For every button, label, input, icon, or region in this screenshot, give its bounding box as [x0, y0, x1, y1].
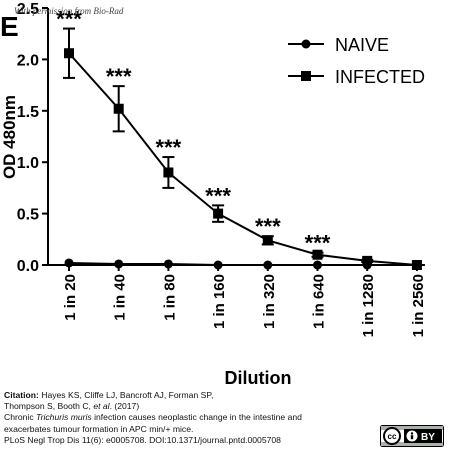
citation-line-2c: . (2017)	[109, 401, 140, 412]
legend-label-naive: NAIVE	[335, 35, 389, 55]
x-tick-label: 1 in 640	[311, 274, 328, 329]
significance-label: ***	[156, 135, 182, 160]
chart: E 0.0 0.5 1.0 1.5 2.0 2.5 OD 480nm 1 in 20 1 in 4…	[0, 1, 427, 388]
data-point-naive	[64, 258, 74, 268]
citation-line-4: exacerbates tumour formation in APC min/…	[4, 423, 194, 434]
data-point-infected	[113, 103, 124, 114]
y-tick-label: 1.0	[17, 155, 39, 172]
panel-label: E	[0, 11, 19, 42]
significance-label: ***	[56, 7, 82, 32]
significance-label: ***	[205, 183, 231, 208]
x-tick-label: 1 in 1280	[360, 274, 377, 337]
y-tick-label: 0.0	[17, 258, 39, 275]
by-text: BY	[421, 432, 435, 443]
data-point-naive	[163, 259, 173, 269]
citation-line-5: PLoS Negl Trop Dis 11(6): e0005708. DOI:…	[4, 434, 281, 445]
y-tick-label: 2.5	[17, 1, 39, 18]
citation: Citation: Hayes KS, Cliffe LJ, Bancroft …	[4, 390, 384, 446]
cc-text: cc	[388, 432, 397, 441]
x-tick-label: 1 in 2560	[410, 274, 427, 337]
data-point-naive	[213, 260, 223, 270]
y-axis-label: OD 480nm	[0, 95, 19, 179]
data-point-infected	[362, 255, 373, 266]
significance-label: ***	[106, 64, 132, 89]
data-point-infected	[64, 48, 74, 59]
legend-marker-infected	[301, 71, 311, 81]
data-point-infected	[262, 235, 273, 246]
legend-marker-naive	[301, 39, 311, 49]
citation-line-2b: et al	[93, 401, 110, 412]
citation-line-2a: Thompson S, Booth C,	[4, 401, 94, 412]
data-point-infected	[163, 167, 174, 178]
citation-line-1: Hayes KS, Cliffe LJ, Bancroft AJ, Forman…	[38, 390, 214, 400]
data-point-naive	[263, 260, 273, 270]
data-point-naive	[114, 259, 124, 269]
x-tick-label: 1 in 160	[211, 274, 228, 329]
x-tick-label: 1 in 80	[161, 274, 178, 321]
significance-label: ***	[255, 214, 281, 239]
y-tick-label: 1.5	[17, 104, 39, 121]
cc-icon	[383, 427, 401, 445]
cc-by-badge: cc BY	[380, 425, 444, 447]
citation-line-3b: Trichuris muris	[36, 412, 92, 423]
series-line-naive	[68, 261, 417, 266]
y-tick-label: 0.5	[17, 207, 39, 224]
x-tick-label: 1 in 320	[261, 274, 278, 329]
x-axis-label: Dilution	[225, 368, 292, 388]
data-point-infected	[411, 260, 422, 270]
citation-line-3a: Chronic	[4, 412, 36, 423]
data-point-infected	[213, 208, 224, 219]
y-tick-label: 2.0	[17, 52, 39, 69]
data-point-infected	[312, 249, 323, 260]
significance-label: ***	[305, 231, 331, 256]
x-tick-label: 1 in 40	[112, 274, 129, 321]
watermark: With permission from Bio-Rad	[14, 6, 124, 16]
x-tick-label: 1 in 20	[62, 274, 79, 321]
data-point-naive	[313, 260, 322, 270]
series-line-infected	[68, 52, 417, 266]
citation-line-3c: infection causes neoplastic change in th…	[91, 412, 302, 423]
citation-label: Citation:	[4, 390, 39, 400]
legend-label-infected: INFECTED	[335, 67, 425, 87]
